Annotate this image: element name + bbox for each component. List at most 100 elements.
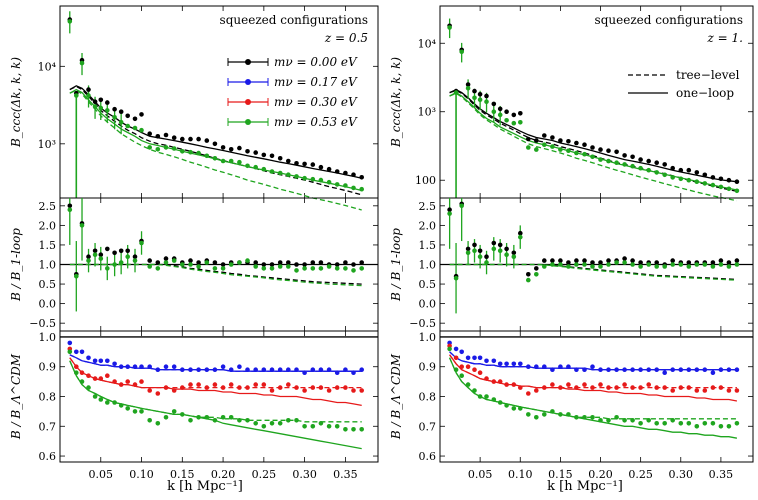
x-axis-label-right: k [h Mpc⁻¹] — [547, 479, 623, 494]
data-point-green — [630, 418, 635, 423]
data-point-green — [718, 262, 724, 267]
data-point-black — [590, 145, 595, 150]
data-point-black — [204, 138, 210, 143]
data-point-green — [622, 162, 627, 167]
data-point-green — [646, 262, 651, 267]
tree-level-line-green — [449, 92, 738, 202]
data-point-red — [574, 385, 579, 390]
data-point-green — [558, 147, 563, 152]
data-point-green — [630, 262, 635, 267]
data-point-black — [566, 139, 571, 144]
data-point-green — [694, 424, 700, 429]
data-point-red — [465, 364, 471, 370]
data-point-black — [630, 154, 635, 160]
data-point-red — [105, 373, 110, 379]
data-point-black — [726, 177, 732, 183]
panel-right: 100 10³ 10⁴ B_ccc(Δk, k, k) −0.5 0.0 0.5 1.0 1.5… — [389, 5, 754, 481]
data-point-black — [132, 254, 138, 259]
data-point-green — [678, 176, 684, 182]
data-point-green — [518, 234, 523, 240]
data-point-black — [318, 260, 324, 265]
data-point-green — [212, 418, 218, 423]
data-point-green — [484, 260, 489, 265]
data-point-green — [132, 258, 138, 263]
data-point-black — [112, 106, 117, 112]
data-point-red — [204, 385, 210, 390]
data-point-red — [118, 382, 124, 387]
data-point-blue — [534, 364, 539, 370]
data-point-black — [662, 162, 667, 167]
data-point-green — [79, 223, 85, 228]
y-tick-label: 0.7 — [39, 420, 57, 433]
data-point-green — [294, 268, 299, 273]
data-point-blue — [86, 355, 91, 361]
data-point-green — [497, 248, 503, 254]
data-point-red — [484, 376, 489, 381]
data-point-black — [163, 256, 169, 261]
data-point-black — [196, 136, 201, 142]
y-tick-label: 0.9 — [39, 361, 57, 374]
x-tick-label: 0.35 — [333, 468, 358, 481]
data-point-green — [302, 424, 307, 429]
data-point-blue — [702, 367, 708, 373]
data-point-green — [566, 412, 571, 417]
data-point-black — [98, 252, 104, 257]
data-point-black — [196, 260, 201, 265]
data-point-blue — [98, 358, 104, 364]
data-point-black — [326, 166, 332, 172]
data-point-green — [302, 266, 307, 271]
legend-label: mν = 0.17 eV — [274, 75, 358, 89]
data-point-blue — [622, 367, 627, 373]
y-tick-label: 2.5 — [39, 200, 57, 213]
data-point-black — [132, 116, 138, 122]
data-point-green — [155, 266, 161, 271]
x-tick-label: 0.15 — [170, 468, 195, 481]
data-point-blue — [465, 355, 471, 361]
data-point-green — [359, 427, 365, 432]
panel-title: squeezed configurations — [220, 13, 368, 27]
x-tick-label: 0.30 — [292, 468, 317, 481]
legend-marker — [245, 79, 251, 85]
data-point-green — [269, 169, 275, 174]
data-point-green — [163, 415, 169, 420]
data-point-blue — [318, 367, 324, 373]
data-point-green — [734, 188, 740, 194]
data-point-black — [253, 150, 258, 155]
data-point-black — [630, 258, 635, 263]
data-point-green — [447, 346, 452, 352]
data-point-green — [359, 266, 365, 271]
data-point-black — [472, 88, 477, 94]
data-point-black — [726, 260, 732, 265]
legend-label: one−loop — [676, 86, 734, 100]
data-point-green — [459, 373, 465, 379]
data-point-green — [472, 388, 477, 393]
data-point-green — [710, 421, 716, 426]
y-tick-label: 10³ — [418, 106, 436, 119]
data-point-green — [662, 264, 667, 269]
data-point-green — [277, 421, 283, 426]
data-point-black — [542, 133, 547, 138]
data-point-black — [171, 135, 177, 140]
data-point-black — [566, 260, 571, 265]
data-point-blue — [477, 355, 483, 361]
data-point-green — [472, 248, 477, 254]
data-point-green — [590, 154, 595, 160]
data-point-green — [646, 418, 651, 423]
data-point-black — [670, 165, 675, 171]
data-point-blue — [310, 367, 316, 373]
data-point-blue — [566, 364, 571, 370]
data-point-red — [558, 385, 563, 390]
data-point-green — [139, 127, 144, 133]
x-tick-label: 0.10 — [129, 468, 154, 481]
data-point-green — [526, 277, 531, 283]
data-point-green — [654, 170, 659, 175]
data-point-blue — [294, 367, 299, 373]
data-point-blue — [261, 367, 267, 373]
data-point-red — [477, 370, 483, 376]
data-point-blue — [670, 367, 675, 373]
ratio-line-green-tree — [449, 357, 737, 420]
data-point-green — [550, 262, 555, 267]
data-point-green — [188, 418, 193, 423]
data-point-blue — [118, 364, 124, 370]
data-point-red — [125, 379, 130, 384]
